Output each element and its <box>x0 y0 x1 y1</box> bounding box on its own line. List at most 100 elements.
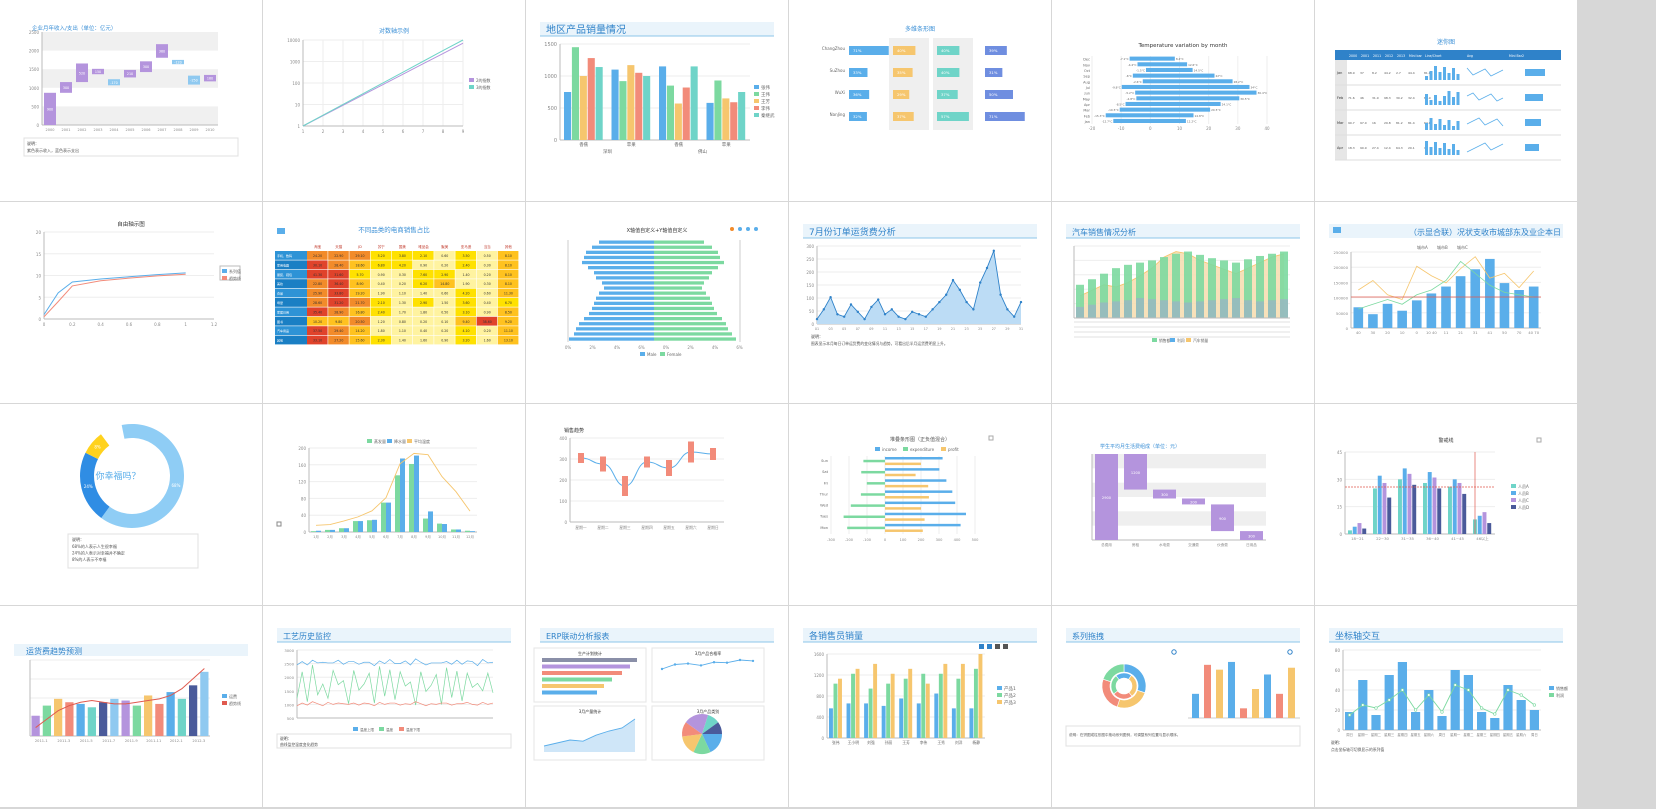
data-label: 1200 <box>1131 471 1141 475</box>
cell-value: 1.20 <box>378 320 385 324</box>
bar <box>1208 300 1216 318</box>
pie-slice <box>101 424 184 528</box>
y-tick-label: 0 <box>1346 326 1349 331</box>
series-line <box>296 664 494 706</box>
cell-value: 4.20 <box>462 292 469 296</box>
data-label: 300 <box>143 65 149 69</box>
heatmap-cell <box>349 260 370 270</box>
legend-label: 降水量 <box>394 438 406 444</box>
bar <box>1490 718 1500 730</box>
bar <box>1503 685 1513 730</box>
chart-cell-c05[interactable]: Temperature variation by month -20 -10 0 10 2… <box>1052 0 1314 201</box>
chart-cell-c20[interactable]: 工艺历史监控 500 1000 1500 2000 2500 3000 温度上限 温度 温度下限说… <box>263 606 525 807</box>
chart-cell-c13[interactable]: 68% 24% 8% 你幸福吗？ 说明： 68%的人表示人生很幸福 24%的人表示对幸福并不… <box>0 404 262 605</box>
panel-title: 生产计划统计 <box>578 650 602 656</box>
heatmap-cell <box>497 269 519 279</box>
bar <box>409 463 414 532</box>
table-cell: 31.9 <box>1372 96 1379 100</box>
chart-cell-c08[interactable]: 不同品类的电商销售占比 淘宝 天猫 JD 苏宁 国美 唯品会 聚美 亚马逊 当当 其他 手机、数码 24… <box>263 202 525 403</box>
chart-cell-c07[interactable]: 自由轴示图 0 5 10 15 20 0 0.2 0.4 0.6 0.8 1 1.2 系列值 趋势线 <box>0 202 262 403</box>
chart-cell-c14[interactable]: 蒸发量 降水量 平均温度 0 40 80 120 160 200 1月 2月 3月 4月 5月 6月 7月 8月… <box>263 404 525 605</box>
cell-value: 8.10 <box>505 263 512 267</box>
chart-cell-c03[interactable]: 地区产品销量情况 0 500 1000 1500 香蕉 苹果 香蕉 苹果 深圳 佛山 张伟 王伟 王芳 李伟… <box>526 0 788 201</box>
female-bar <box>654 245 712 249</box>
title-band <box>14 644 248 656</box>
x-tick-label: 30 <box>1371 330 1376 335</box>
data-label: 24.1°C <box>1222 103 1232 107</box>
chart-cell-c15[interactable]: 销售趋势 0 100 200 300 400 星期一 星期二 星期三 星期四 星期五 星期六 星期日 <box>526 404 788 605</box>
band <box>42 32 218 51</box>
x-tick-label: 4月 <box>355 534 361 539</box>
chart-cell-c10[interactable]: 7月份订单运货费分析 0 50 100 150 200 250 300 01 03 05 07 09 11… <box>789 202 1051 403</box>
chart-cell-c21[interactable]: ERP联动分析报表 生产计划统计 3月产品合格率 3月产量统计 3月产品类别 <box>526 606 788 807</box>
note-text: 68%的人表示人生很幸福 <box>72 543 117 549</box>
bar <box>99 702 108 736</box>
cell-value: 0.60 <box>441 292 448 296</box>
bar <box>1402 468 1407 534</box>
panel-title: 3月产品合格率 <box>695 650 722 656</box>
y-tick-label: Sun <box>821 459 828 463</box>
cell-value: 2.10 <box>378 301 385 305</box>
bar <box>1172 301 1180 318</box>
bar <box>325 529 330 532</box>
bar <box>1136 262 1144 318</box>
legend-swatch <box>1170 338 1175 342</box>
note-box <box>1065 725 1301 747</box>
chart-cell-c06[interactable]: 迷你图 2000 2001 2011 2012 2013 Mini bar Line/Char… <box>1315 0 1577 201</box>
bar <box>1196 254 1204 318</box>
data-label: 22°C <box>1216 74 1223 78</box>
bar <box>1487 523 1492 534</box>
x-tick-label: 0.2 <box>69 322 76 327</box>
bar <box>1220 260 1228 318</box>
pie-slice <box>702 722 722 734</box>
table-header-cell: Mini bar <box>1409 54 1423 58</box>
chart-cell-c09[interactable]: X轴值自定义+Y轴值自定义 0% 2% 4% 6% 0% 2% 4% 6% Male Female <box>526 202 788 403</box>
bar <box>973 668 978 738</box>
cell-value: 0.20 <box>484 329 491 333</box>
bar <box>1450 670 1460 730</box>
table-cell: 29.8 <box>1384 121 1391 125</box>
y-tick-label: 500 <box>547 106 557 112</box>
bar <box>730 102 738 140</box>
x-tick-label: 星期一 <box>575 525 587 530</box>
chart-cell-c16[interactable]: 堆叠条形图（正负值混合） income expenditure profit -300 -… <box>789 404 1051 605</box>
range-bar <box>1137 62 1188 67</box>
row-header-cell <box>275 279 307 288</box>
chart-cell-c22[interactable]: 各销售员销量 0 400 800 1200 1600 张伟 王小明 刘强 孙丽 王芳 李伟 王秀 刘洋 杨静… <box>789 606 1051 807</box>
chart-cell-c23[interactable]: 系列拖拽 说明：在饼图或柱形图中拖动系列图例，可调整系列位置与显示顺序。 <box>1052 606 1314 807</box>
y-tick-label: 100000 <box>1334 296 1349 301</box>
data-point <box>863 317 866 321</box>
y-tick-label: Dec <box>1083 58 1090 62</box>
x-tick-label: 星期四 <box>1490 732 1501 737</box>
x-tick-label: 8 <box>442 129 445 134</box>
x-tick-label: 星期一 <box>1358 732 1369 737</box>
chart-cell-c19[interactable]: 运货费趋势预测 2011-1 2011-3 2011-5 2011-7 2011-9 201… <box>0 606 262 807</box>
heatmap-cell <box>370 316 392 326</box>
x-tick-label: 星期二 <box>597 525 609 530</box>
y-tick-label: Jun <box>1084 92 1090 96</box>
chart-cell-c17[interactable]: 学生平均月生活费组成（单位：元） 2900 总费用 1200 房租 300 水电费 200 交通… <box>1052 404 1314 605</box>
x-tick-label: 12月 <box>466 534 474 539</box>
chart-cell-c24[interactable]: 坐标轴交互 0 20 40 60 80 周日 星期一 星期二 星期三 星期四 星期五 星期六 周日 星期一星… <box>1315 606 1577 807</box>
heatmap-cell <box>349 307 370 317</box>
data-label: 71% <box>989 114 998 119</box>
x-tick-label: 11 <box>883 327 887 331</box>
cell-value: 6.20 <box>420 282 427 286</box>
donut-slice <box>1102 663 1125 683</box>
legend-swatch <box>997 693 1002 697</box>
data-point <box>917 313 921 316</box>
chart-cell-c12[interactable]: （示显合联）况状支收市城部东及业企本日 城市A 城市B 城市C 0 50000 100000… <box>1315 202 1577 403</box>
male-bar <box>592 306 654 311</box>
cell-value: 37.50 <box>313 329 322 333</box>
chart-cell-c04[interactable]: 多维条形图 ChangZhou 71% 40% 40% 39% SuZhou 33% 35% 40… <box>789 0 1051 201</box>
x-tick-label: 29 <box>1005 327 1009 331</box>
x-tick-label: 2011-5 <box>80 739 93 743</box>
chart-cell-c11[interactable]: 汽车销售情况分析 销售额 利润 汽车销量 <box>1052 202 1314 403</box>
y-tick-label: 500 <box>287 716 295 721</box>
range-bar <box>1105 113 1194 118</box>
chart-cell-c01[interactable]: 企业月年收入/支出（单位：亿元） 0 500 1000 1500 2000 2500 900 2… <box>0 0 262 201</box>
chart-cell-c18[interactable]: 警戒线 0 15 30 45 18~21 22~30 31~35 36~40 41~45 46以上 人… <box>1315 404 1577 605</box>
chart-cell-c02[interactable]: 对数轴示例 1 10 100 1000 10000 1 2 3 4 5 6 7 8 9 2的指数 3的指数 <box>263 0 525 201</box>
mini-bar <box>1525 94 1543 101</box>
